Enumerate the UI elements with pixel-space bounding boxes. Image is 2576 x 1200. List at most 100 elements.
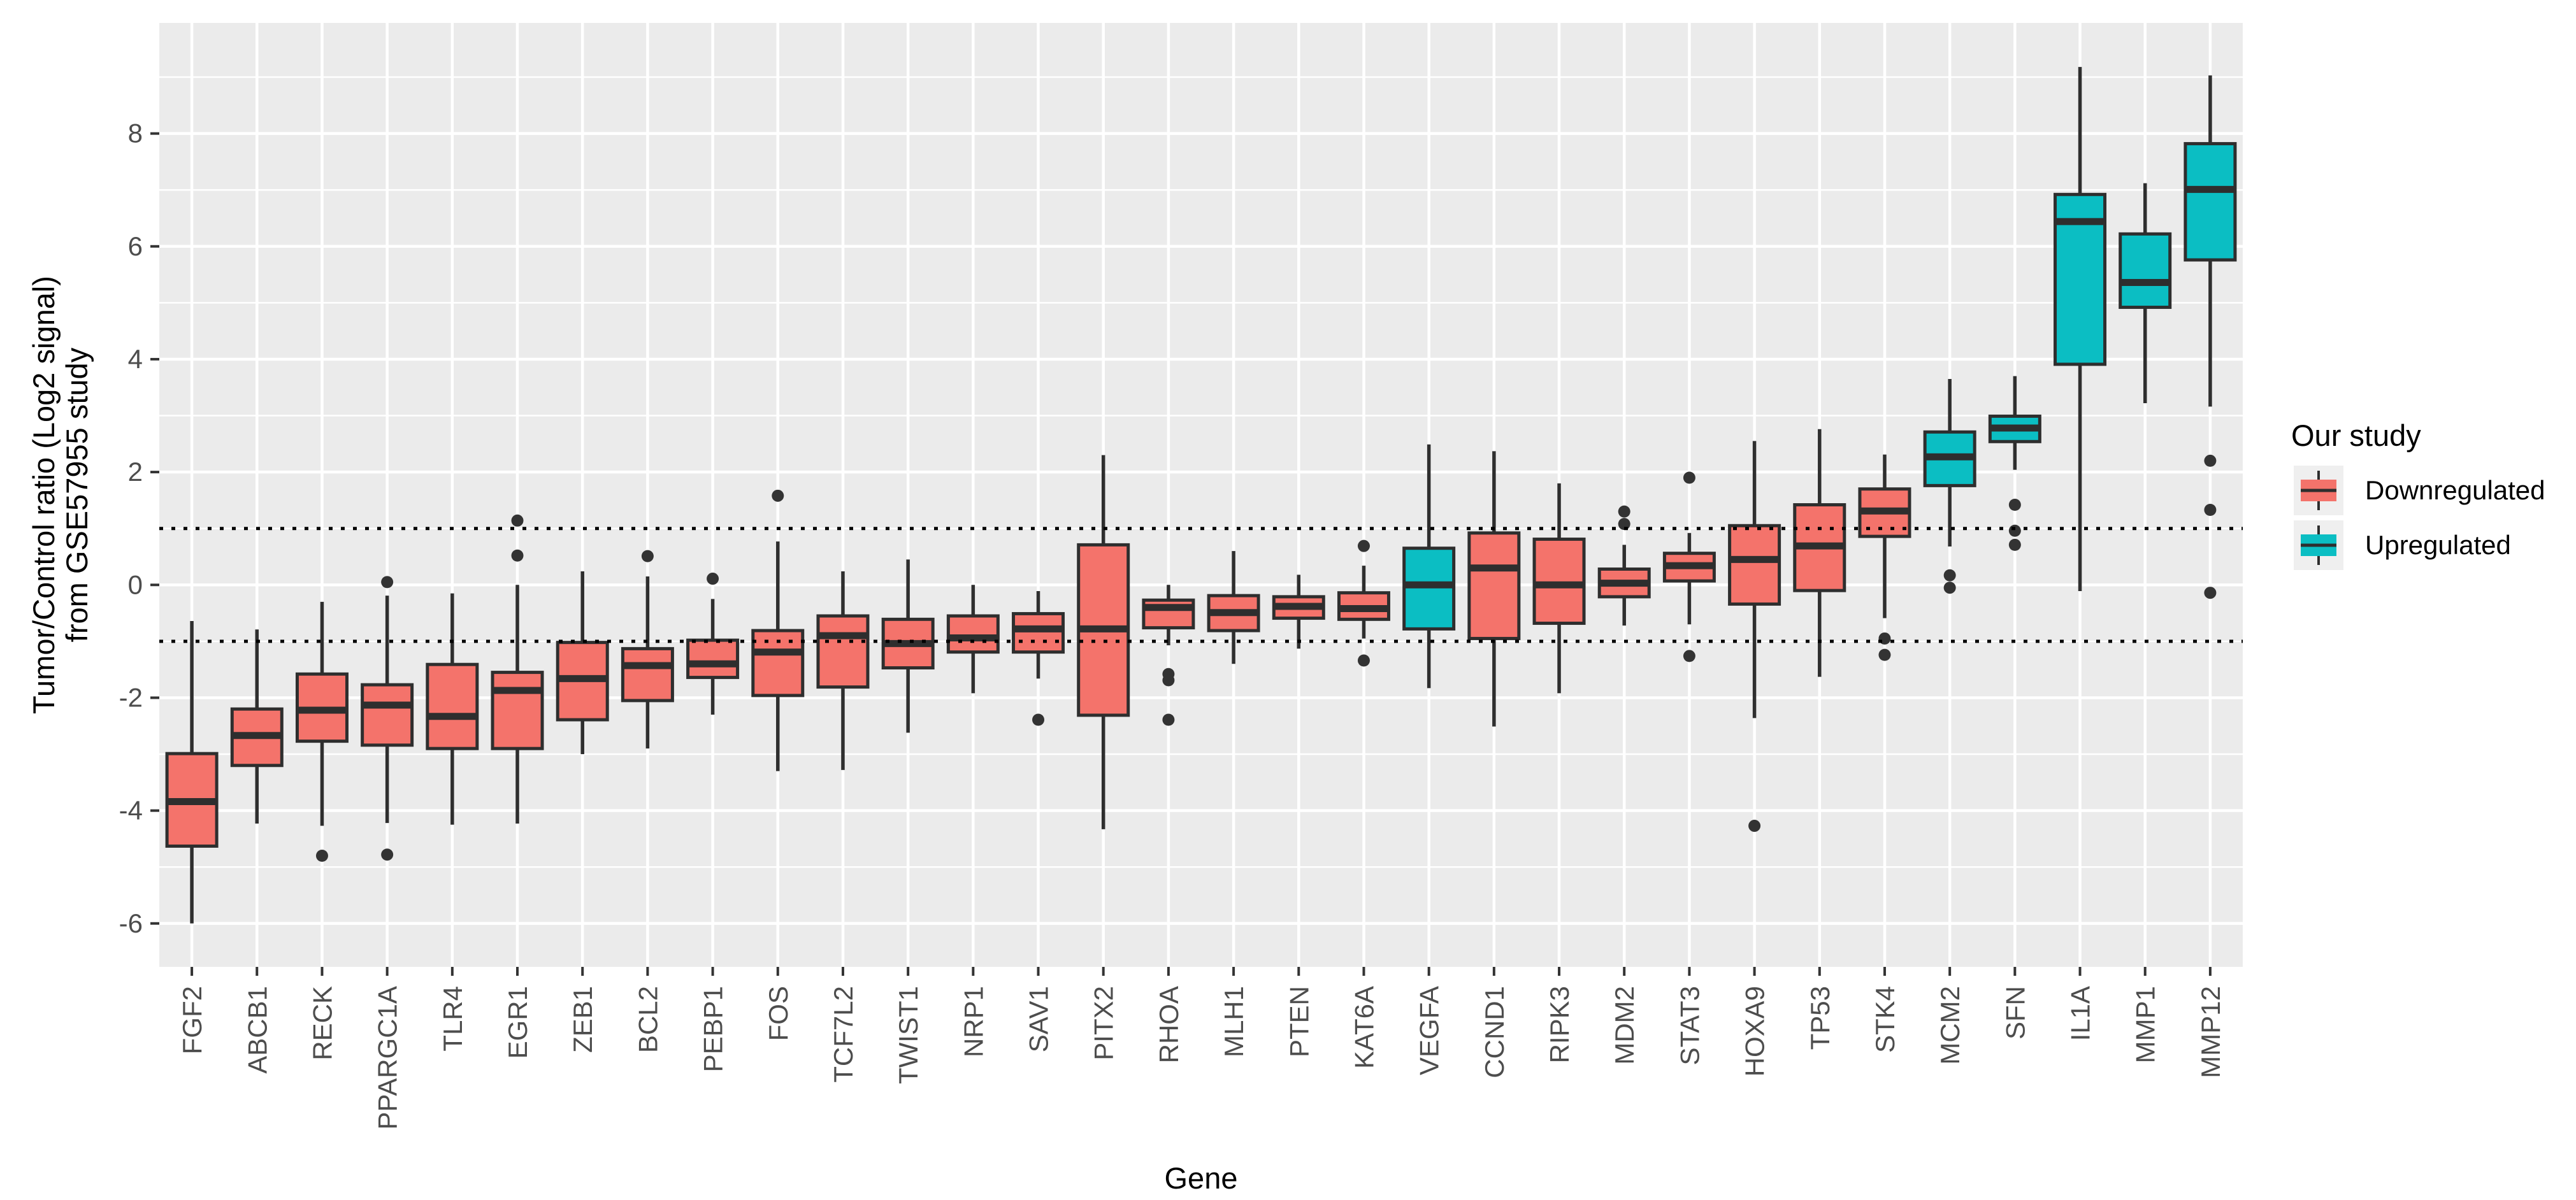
outlier-SFN-0 (2008, 499, 2021, 511)
x-tick-label-PPARGC1A: PPARGC1A (373, 986, 403, 1130)
legend-label-downregulated: Downregulated (2365, 475, 2545, 505)
x-tick-label-PTEN: PTEN (1284, 986, 1314, 1057)
outlier-SAV1-0 (1032, 713, 1045, 726)
x-tick-label-ABCB1: ABCB1 (242, 986, 272, 1074)
x-tick-label-RHOA: RHOA (1154, 986, 1184, 1063)
legend-entry-upregulated: Upregulated (2294, 520, 2511, 570)
outlier-STK4-1 (1878, 648, 1891, 661)
x-tick-label-MMP12: MMP12 (2196, 986, 2226, 1078)
iqr-box-BCL2 (621, 646, 674, 703)
boxplot-NRP1 (946, 585, 1000, 694)
x-tick-label-PITX2: PITX2 (1089, 986, 1119, 1061)
y-tick-label--4: -4 (119, 796, 143, 825)
boxplot-SAV1 (1012, 591, 1065, 726)
legend-entry-downregulated: Downregulated (2294, 466, 2545, 515)
boxplot-HOXA9 (1728, 441, 1781, 832)
iqr-box-PEBP1 (686, 638, 740, 680)
y-tick-label-6: 6 (128, 231, 143, 261)
legend-label-upregulated: Upregulated (2365, 530, 2511, 560)
boxplot-RHOA (1142, 585, 1195, 726)
x-tick-label-TWIST1: TWIST1 (893, 986, 923, 1084)
x-tick-label-STAT3: STAT3 (1674, 986, 1704, 1065)
x-tick-label-RIPK3: RIPK3 (1544, 986, 1574, 1063)
plot-panel-background (159, 23, 2243, 967)
boxplot-IL1A (2054, 67, 2107, 592)
boxplot-TWIST1 (881, 559, 935, 733)
outlier-SFN-1 (2008, 524, 2021, 537)
iqr-box-NRP1 (946, 614, 1000, 654)
x-tick-label-TP53: TP53 (1805, 986, 1835, 1050)
y-axis-title-line2: from GSE57955 study (60, 347, 94, 642)
x-tick-label-IL1A: IL1A (2066, 986, 2096, 1041)
x-tick-label-TCF7L2: TCF7L2 (828, 986, 858, 1083)
x-tick-label-SAV1: SAV1 (1024, 986, 1054, 1052)
boxplot-EGR1 (491, 514, 544, 824)
boxplot-PTEN (1272, 575, 1325, 649)
iqr-box-TCF7L2 (816, 614, 870, 689)
outlier-RECK-0 (315, 849, 328, 862)
iqr-box-MMP12 (2184, 142, 2237, 262)
x-tick-label-FOS: FOS (763, 986, 793, 1041)
x-tick-label-MMP1: MMP1 (2131, 986, 2161, 1063)
axes-layer: 8 6 4 2 0 -2 -4 -6 FGF2 ABCB1 RECK PPARGC1A TLR4 EGR1… (119, 118, 2226, 1130)
boxplot-PITX2 (1077, 455, 1130, 829)
iqr-box-MMP1 (2119, 232, 2172, 309)
outlier-PEBP1-0 (707, 573, 719, 585)
x-tick-label-MDM2: MDM2 (1609, 986, 1639, 1065)
y-tick-label-2: 2 (128, 457, 143, 487)
outlier-EGR1-1 (511, 549, 524, 562)
x-axis-title: Gene (1165, 1161, 1238, 1195)
outlier-EGR1-0 (511, 514, 524, 527)
boxplot-SFN (1988, 376, 2041, 551)
boxplot-MLH1 (1207, 551, 1260, 664)
boxplot-STAT3 (1662, 471, 1716, 662)
iqr-box-VEGFA (1402, 546, 1456, 631)
x-tick-label-HOXA9: HOXA9 (1740, 986, 1770, 1076)
outlier-SFN-2 (2008, 538, 2021, 551)
boxplot-MDM2 (1597, 505, 1651, 626)
x-tick-label-TLR4: TLR4 (438, 986, 468, 1052)
x-tick-label-ZEB1: ZEB1 (568, 986, 598, 1053)
x-tick-label-NRP1: NRP1 (958, 986, 988, 1057)
boxplot-PPARGC1A (361, 576, 414, 861)
outlier-PPARGC1A-1 (381, 848, 394, 861)
y-tick-label-0: 0 (128, 569, 143, 599)
outlier-PPARGC1A-0 (381, 576, 394, 589)
iqr-box-CCND1 (1467, 531, 1521, 640)
iqr-box-RIPK3 (1532, 538, 1586, 625)
iqr-box-PPARGC1A (361, 683, 414, 747)
boxplot-CCND1 (1467, 451, 1521, 727)
boxplot-PEBP1 (686, 573, 740, 715)
x-tick-label-PEBP1: PEBP1 (698, 986, 728, 1072)
iqr-box-EGR1 (491, 671, 544, 750)
outlier-RHOA-2 (1162, 713, 1175, 726)
outlier-KAT6A-0 (1357, 539, 1370, 552)
legend: Our study Downregulated Upregulated (2291, 418, 2545, 570)
outlier-RHOA-1 (1162, 674, 1175, 687)
iqr-box-TLR4 (426, 662, 479, 750)
boxplot-MCM2 (1923, 378, 1976, 594)
outlier-HOXA9-0 (1748, 820, 1761, 832)
boxplot-RECK (295, 601, 349, 862)
outlier-MMP12-0 (2204, 454, 2217, 467)
outlier-STAT3-1 (1683, 650, 1695, 662)
boxplot-FGF2 (165, 620, 219, 924)
iqr-box-HOXA9 (1728, 524, 1781, 606)
y-tick-label-8: 8 (128, 118, 143, 148)
boxplot-ABCB1 (230, 629, 284, 824)
legend-title: Our study (2291, 418, 2421, 452)
gridlines-layer (159, 23, 2243, 967)
boxplot-TLR4 (426, 593, 479, 825)
x-tick-label-CCND1: CCND1 (1479, 986, 1509, 1078)
boxplot-RIPK3 (1532, 483, 1586, 694)
outlier-MCM2-1 (1943, 582, 1956, 594)
x-tick-label-MLH1: MLH1 (1219, 986, 1249, 1057)
outlier-BCL2-0 (641, 550, 654, 562)
y-tick-label-4: 4 (128, 344, 143, 374)
x-tick-label-BCL2: BCL2 (633, 986, 663, 1053)
x-tick-label-FGF2: FGF2 (177, 986, 207, 1054)
y-axis-title-line1: Tumor/Control ratio (Log2 signal) (27, 276, 61, 714)
outlier-FOS-0 (772, 489, 784, 502)
